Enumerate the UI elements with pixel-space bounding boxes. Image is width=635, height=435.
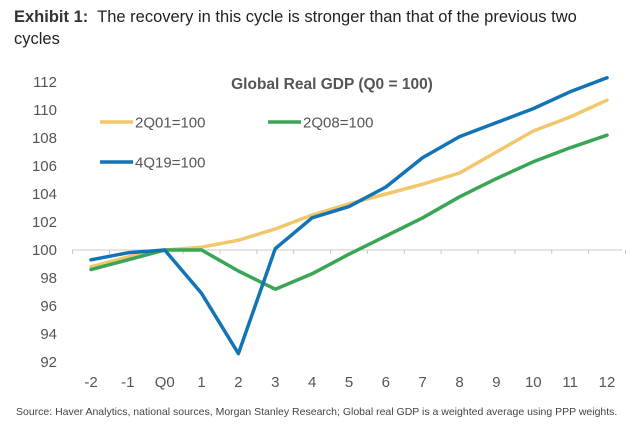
x-tick-label: 5 xyxy=(345,374,353,391)
x-tick-label: 4 xyxy=(308,374,316,391)
x-tick-label: 10 xyxy=(525,374,542,391)
y-tick-label: 94 xyxy=(40,326,57,343)
y-tick-label: 112 xyxy=(33,74,57,91)
x-tick-label: 6 xyxy=(382,374,390,391)
legend-label: 4Q19=100 xyxy=(135,155,205,172)
legend: 2Q01=100 2Q08=100 4Q19=100 xyxy=(100,115,373,172)
x-tick-label: -2 xyxy=(84,374,97,391)
x-tick-label: -1 xyxy=(121,374,134,391)
y-tick-label: 106 xyxy=(32,158,57,175)
x-tick-label: 11 xyxy=(562,374,578,391)
x-tick-label: 1 xyxy=(197,374,205,391)
y-tick-label: 96 xyxy=(40,298,57,315)
x-tick-label: Q0 xyxy=(155,374,175,391)
x-tick-label: 3 xyxy=(271,374,279,391)
legend-label: 2Q01=100 xyxy=(135,115,205,132)
y-tick-label: 108 xyxy=(32,130,57,147)
chart-title: Global Real GDP (Q0 = 100) xyxy=(231,76,433,93)
legend-label: 2Q08=100 xyxy=(303,115,373,132)
x-axis: -2 -1 Q0 1 2 3 4 5 6 7 8 9 10 11 12 xyxy=(84,374,615,391)
y-tick-label: 102 xyxy=(32,214,57,231)
y-tick-label: 92 xyxy=(40,354,57,371)
exhibit-caption: Exhibit 1: The recovery in this cycle is… xyxy=(14,6,624,50)
x-tick-label: 7 xyxy=(419,374,427,391)
exhibit-label: Exhibit 1: xyxy=(14,8,89,26)
source-note: Source: Haver Analytics, national source… xyxy=(16,406,618,418)
y-tick-label: 100 xyxy=(32,242,57,259)
x-tick-label: 2 xyxy=(234,374,242,391)
y-axis: 92 94 96 98 100 102 104 106 108 110 112 xyxy=(32,74,57,371)
y-tick-label: 98 xyxy=(40,270,57,287)
x-tick-label: 9 xyxy=(492,374,500,391)
series-lines xyxy=(89,76,609,356)
y-tick-label: 104 xyxy=(32,186,57,203)
exhibit-text: The recovery in this cycle is stronger t… xyxy=(14,8,577,48)
y-tick-label: 110 xyxy=(33,102,57,119)
x-tick-label: 8 xyxy=(455,374,463,391)
x-tick-label: 12 xyxy=(599,374,616,391)
